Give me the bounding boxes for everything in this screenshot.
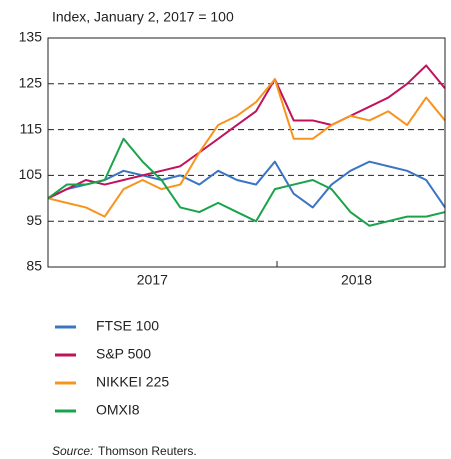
y-tick-label: 125 — [19, 75, 43, 91]
legend-label: S&P 500 — [96, 346, 151, 362]
legend-label: FTSE 100 — [96, 318, 159, 334]
source-label: Source: — [52, 444, 93, 458]
series-line — [47, 64, 446, 200]
x-tick-label: 2017 — [137, 272, 168, 288]
y-tick-label: 85 — [26, 258, 42, 274]
y-tick-label: 95 — [26, 212, 42, 228]
series-line — [47, 160, 446, 209]
chart-title: Index, January 2, 2017 = 100 — [52, 9, 234, 25]
source: Thomson Reuters. — [98, 444, 197, 458]
y-tick-label: 135 — [19, 29, 43, 45]
series-line — [47, 137, 446, 227]
legend-label: NIKKEI 225 — [96, 374, 169, 390]
legend-label: OMXI8 — [96, 402, 140, 418]
y-tick-label: 105 — [19, 166, 43, 182]
series-line — [47, 78, 446, 218]
x-tick-label: 2018 — [341, 272, 372, 288]
y-tick-label: 115 — [20, 120, 43, 136]
plot-frame — [47, 37, 446, 268]
